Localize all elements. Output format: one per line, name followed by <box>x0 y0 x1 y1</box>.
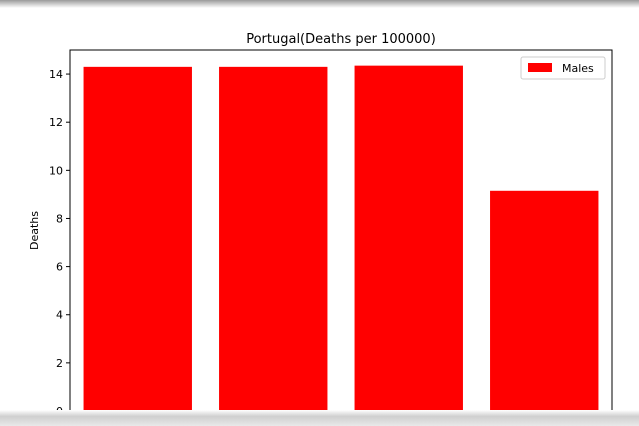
bar-1 <box>83 66 192 411</box>
y-tick-label-14: 14 <box>49 68 63 81</box>
legend: Males <box>520 56 606 80</box>
legend-label-males: Males <box>562 62 594 75</box>
window-top-shadow <box>0 0 639 8</box>
bar-4 <box>490 190 599 411</box>
legend-box <box>520 56 606 80</box>
y-tick-label-12: 12 <box>49 116 63 129</box>
bar-3 <box>354 65 463 411</box>
y-tick-label-2: 2 <box>56 357 63 370</box>
window-bottom-shadow <box>0 410 639 426</box>
bar-2 <box>219 66 328 411</box>
bars-layer <box>83 65 599 411</box>
y-tick-label-4: 4 <box>56 309 63 322</box>
chart-title: Portugal(Deaths per 100000) <box>246 32 436 47</box>
y-tick-label-6: 6 <box>56 261 63 274</box>
y-tick-label-8: 8 <box>56 212 63 225</box>
y-tick-label-10: 10 <box>49 164 63 177</box>
y-axis-label: Deaths <box>28 211 41 250</box>
y-axis: 02468101214 <box>49 68 70 418</box>
legend-swatch-males <box>528 63 552 72</box>
